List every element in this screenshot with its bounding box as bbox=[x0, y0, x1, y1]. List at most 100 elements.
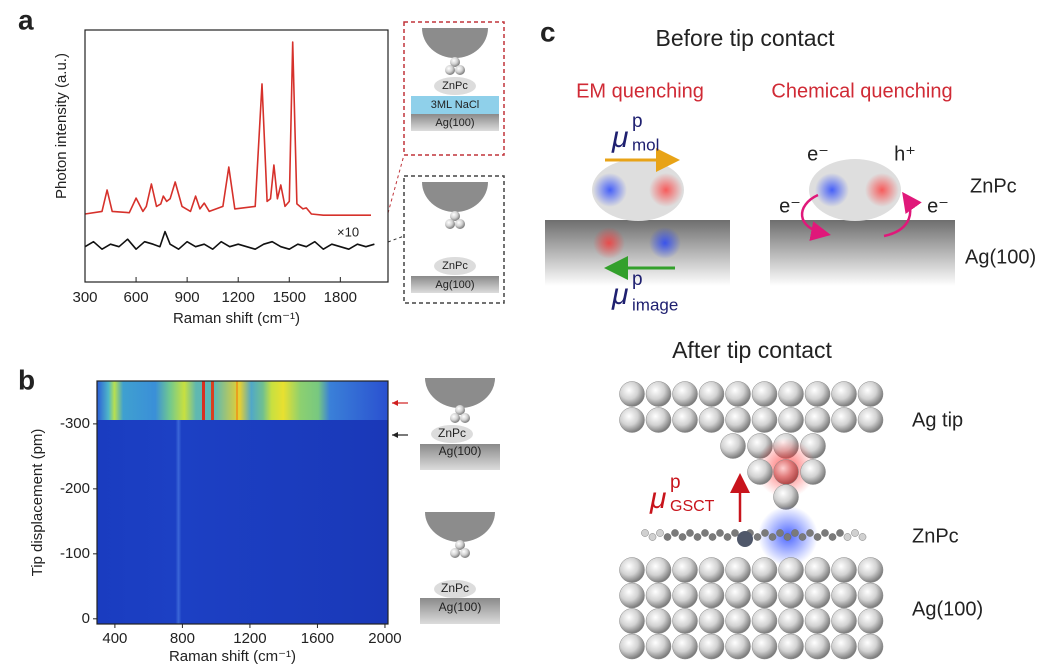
plot-frame bbox=[96, 380, 389, 625]
annotation: ×10 bbox=[337, 224, 359, 239]
frame bbox=[403, 175, 505, 304]
atom bbox=[804, 633, 831, 660]
atom bbox=[857, 608, 884, 634]
atom bbox=[672, 407, 698, 433]
molecule-atom bbox=[753, 533, 762, 541]
charge bbox=[593, 173, 627, 207]
x-tick-label: 1500 bbox=[273, 289, 306, 306]
atom bbox=[455, 219, 465, 229]
label: ZnPc bbox=[970, 175, 1017, 197]
panel-c-before: Before tip contact EM quenching Chemical… bbox=[545, 25, 1036, 314]
molecule-atom bbox=[836, 529, 844, 537]
atom bbox=[778, 633, 804, 660]
atom bbox=[725, 407, 751, 433]
y-tick-label: -100 bbox=[60, 545, 90, 562]
heatmap-streak bbox=[236, 381, 238, 420]
atom bbox=[450, 548, 460, 558]
label: ZnPc bbox=[442, 260, 468, 272]
molecule-atom bbox=[656, 529, 664, 537]
atom bbox=[445, 219, 455, 229]
carrier: h⁺ bbox=[894, 143, 916, 165]
molecule-atom bbox=[693, 533, 702, 541]
tip bbox=[425, 512, 495, 542]
atom bbox=[778, 557, 804, 583]
atom bbox=[725, 608, 751, 634]
connector bbox=[387, 154, 405, 214]
atom bbox=[720, 433, 746, 459]
label: ZnPc bbox=[912, 525, 959, 547]
atom bbox=[831, 633, 857, 660]
x-tick-label: 1200 bbox=[233, 630, 266, 647]
atom bbox=[857, 381, 884, 407]
molecule-atom bbox=[723, 533, 732, 541]
molecule-atom bbox=[843, 533, 852, 541]
heatmap-streak bbox=[211, 381, 214, 420]
heading: Before tip contact bbox=[656, 25, 836, 51]
label: 3ML NaCl bbox=[431, 99, 480, 111]
y-tick-label: 0 bbox=[82, 610, 90, 627]
heatmap-streak bbox=[202, 381, 205, 420]
label: Ag tip bbox=[912, 409, 963, 431]
x-tick-label: 1800 bbox=[324, 289, 357, 306]
substrate bbox=[420, 598, 500, 624]
atom bbox=[725, 557, 751, 583]
atom bbox=[751, 608, 778, 634]
atom bbox=[619, 381, 645, 407]
molecule-atom bbox=[731, 529, 739, 537]
atom bbox=[751, 381, 778, 407]
y-axis-label: Photon intensity (a.u.) bbox=[53, 53, 70, 199]
molecule-atom bbox=[768, 533, 777, 541]
atom bbox=[450, 57, 460, 67]
x-tick-label: 900 bbox=[175, 289, 200, 306]
atom bbox=[672, 557, 698, 583]
charge bbox=[815, 173, 849, 207]
atom bbox=[455, 405, 465, 415]
frame bbox=[403, 21, 505, 156]
molecule bbox=[434, 257, 476, 275]
molecule-atom bbox=[776, 529, 784, 537]
atom bbox=[857, 557, 884, 583]
atom bbox=[804, 381, 831, 407]
atom bbox=[645, 381, 672, 407]
atom bbox=[445, 65, 455, 75]
schematic-b: ZnPc Ag(100) ZnPc Ag(100) bbox=[420, 378, 500, 624]
molecule-atom bbox=[806, 529, 814, 537]
label: ZnPc bbox=[441, 581, 469, 595]
molecule-atom bbox=[783, 533, 792, 541]
molecule-atom bbox=[641, 529, 649, 537]
substrate bbox=[420, 444, 500, 470]
label: Ag(100) bbox=[912, 598, 983, 620]
atom bbox=[672, 608, 698, 634]
mu-sub: image bbox=[632, 295, 678, 314]
mu-sup: p bbox=[670, 472, 681, 493]
mu-symbol: μ bbox=[611, 121, 628, 154]
molecule-atom bbox=[798, 533, 807, 541]
carrier: e⁻ bbox=[927, 195, 949, 217]
atom bbox=[751, 582, 778, 609]
plot-frame bbox=[84, 29, 389, 283]
atom bbox=[857, 633, 884, 660]
molecule-atom bbox=[821, 529, 829, 537]
molecule bbox=[434, 77, 476, 95]
atom bbox=[698, 407, 725, 433]
x-tick-label: 800 bbox=[170, 630, 195, 647]
atom bbox=[725, 381, 751, 407]
atom bbox=[455, 65, 465, 75]
spectrum-line bbox=[84, 41, 371, 216]
x-tick-label: 1200 bbox=[222, 289, 255, 306]
x-tick-label: 2000 bbox=[368, 630, 401, 647]
atom bbox=[645, 633, 672, 660]
molecule-atom bbox=[716, 529, 724, 537]
atom bbox=[725, 633, 751, 660]
panel-label: c bbox=[540, 16, 556, 47]
atom bbox=[698, 557, 725, 583]
heatmap-image bbox=[97, 381, 408, 624]
molecule-atom bbox=[686, 529, 694, 537]
atom bbox=[778, 407, 804, 433]
atom bbox=[857, 582, 884, 609]
label: ZnPc bbox=[438, 426, 466, 440]
atom bbox=[831, 582, 857, 609]
x-tick-label: 1600 bbox=[301, 630, 334, 647]
substrate bbox=[545, 220, 730, 286]
